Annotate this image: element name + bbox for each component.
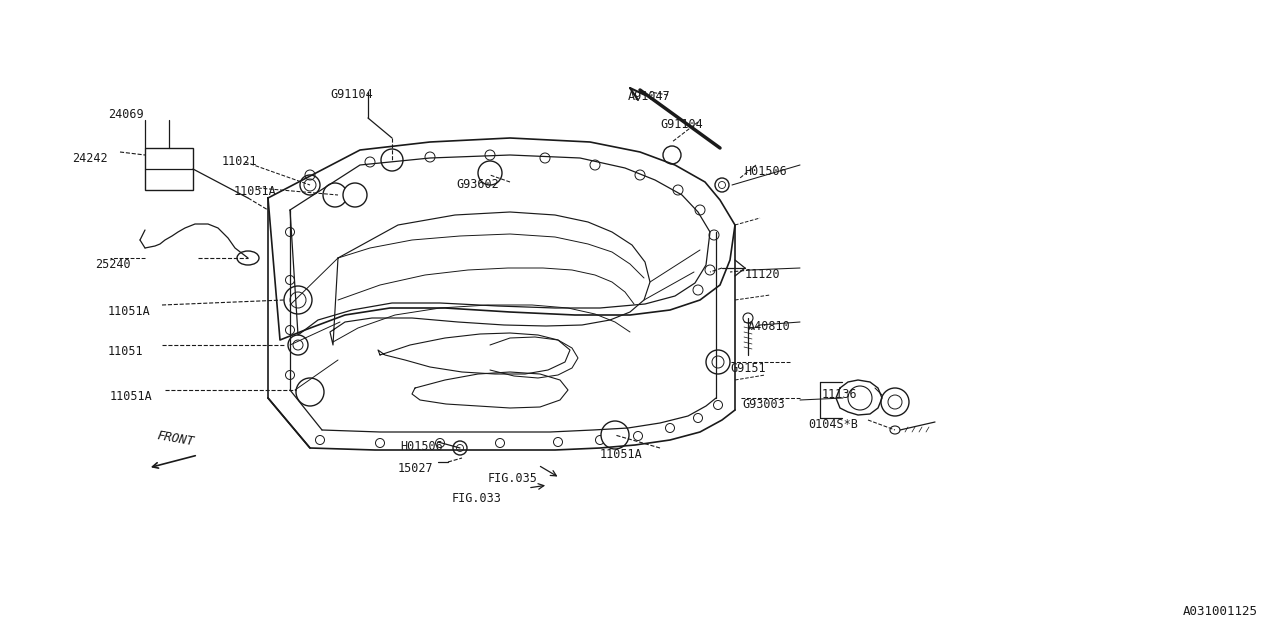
Text: 11021: 11021 [221,155,257,168]
Text: FRONT: FRONT [156,429,195,448]
Text: G93003: G93003 [742,398,785,411]
Ellipse shape [237,251,259,265]
Text: H01506: H01506 [744,165,787,178]
Circle shape [284,286,312,314]
Text: 24069: 24069 [108,108,143,121]
Text: 11051A: 11051A [110,390,152,403]
Text: 15027: 15027 [398,462,434,475]
Circle shape [602,421,628,449]
Text: FIG.033: FIG.033 [452,492,502,505]
Text: 11120: 11120 [745,268,781,281]
Text: G93602: G93602 [456,178,499,191]
Circle shape [296,378,324,406]
Text: 11136: 11136 [822,388,858,401]
Bar [145,148,193,190]
Text: 11051: 11051 [108,345,143,358]
Text: A40810: A40810 [748,320,791,333]
Text: 25240: 25240 [95,258,131,271]
Text: 11051A: 11051A [600,448,643,461]
Text: 11051A: 11051A [234,185,276,198]
Text: A91047: A91047 [628,90,671,103]
Text: G91104: G91104 [330,88,372,101]
Circle shape [343,183,367,207]
Text: FIG.035: FIG.035 [488,472,538,485]
Text: G91104: G91104 [660,118,703,131]
Text: G9151: G9151 [730,362,765,375]
Text: 11051A: 11051A [108,305,151,318]
Text: H01506: H01506 [399,440,443,453]
Text: 24242: 24242 [72,152,108,165]
Text: 0104S*B: 0104S*B [808,418,858,431]
Circle shape [323,183,347,207]
Text: A031001125: A031001125 [1183,605,1258,618]
